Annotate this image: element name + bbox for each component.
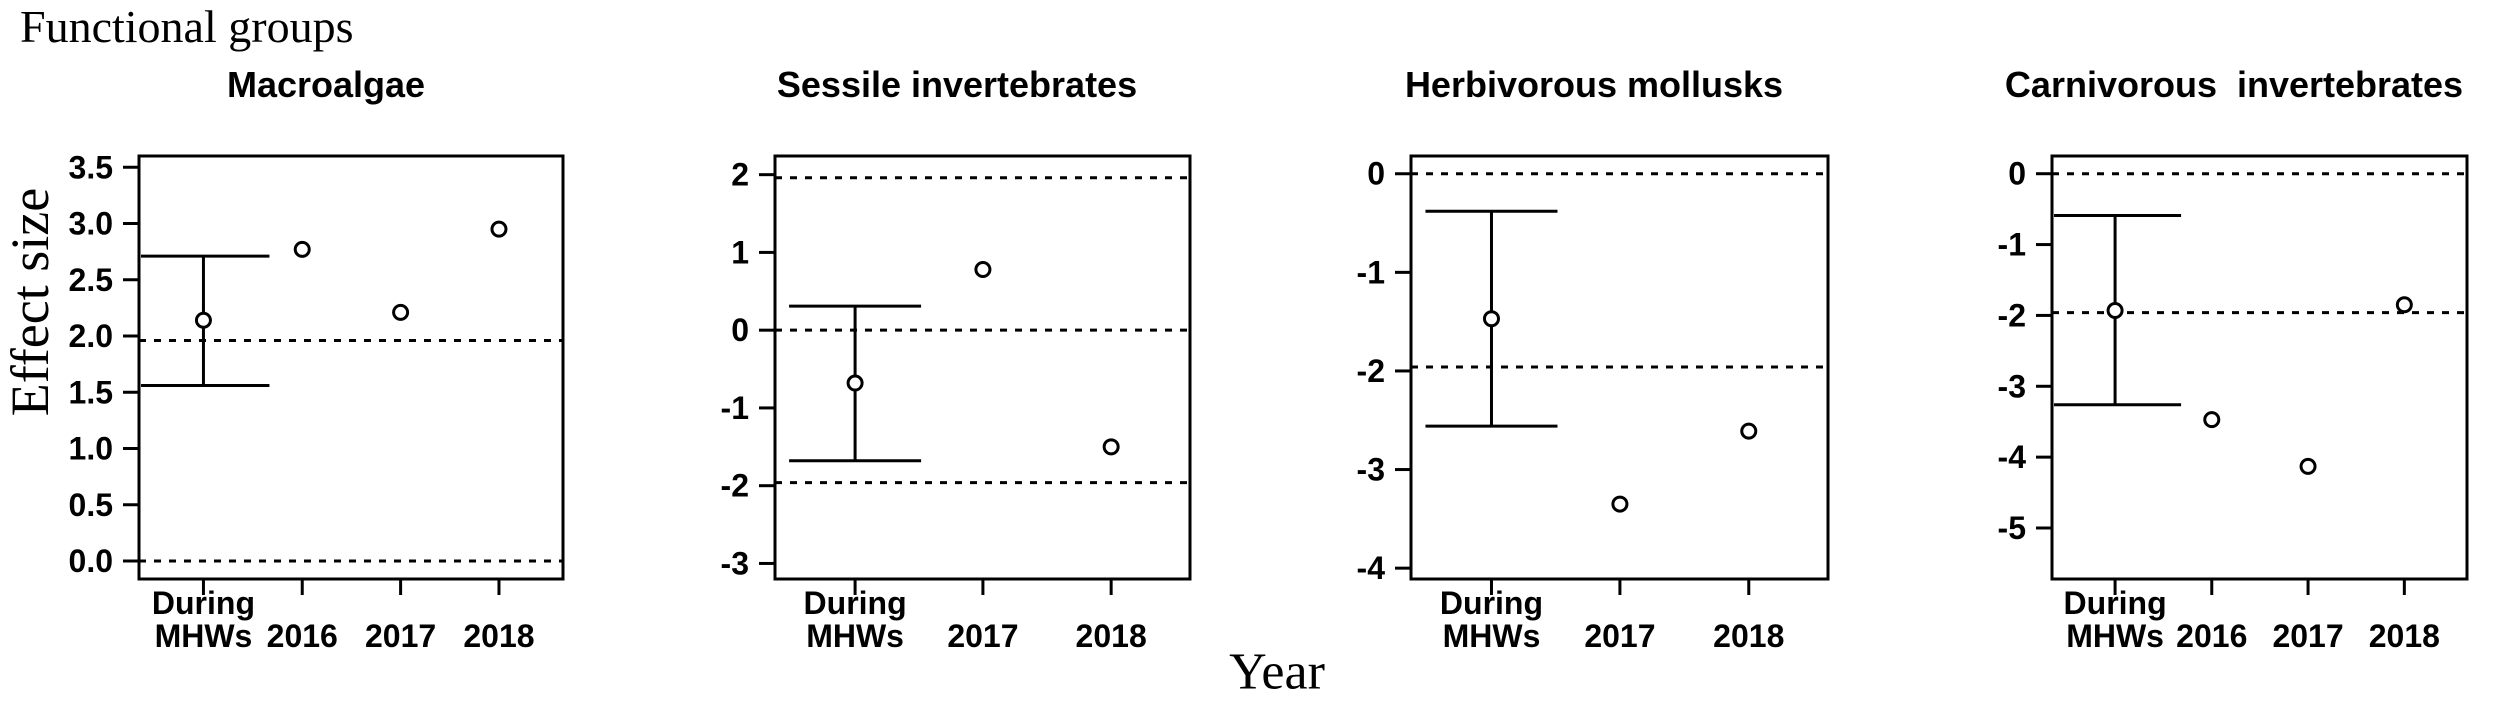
plot-box [773,154,1192,581]
data-point [974,261,992,279]
y-tick-label: -1 [1357,254,1385,290]
y-tick-label: 3.5 [69,149,113,185]
data-point [2299,457,2317,475]
y-tick-label: 0 [731,312,749,348]
y-tick-label: -1 [1998,227,2026,263]
panel-title-sessile-invertebrates: Sessile invertebrates [776,64,1138,105]
data-point [846,374,864,392]
x-tick-label: 2018 [2369,618,2440,654]
x-tick-label: 2016 [267,618,338,654]
data-point [2106,301,2124,319]
y-tick-label: 1.0 [69,431,113,467]
y-tick-label: 0.0 [69,543,113,579]
data-point [1102,438,1120,456]
x-tick-label: MHWs [2066,618,2164,654]
x-tick-label: During [2064,585,2167,621]
panel-title-macroalgae: Macroalgae [226,64,426,105]
x-tick-label: 2018 [1713,618,1784,654]
y-tick-label: -3 [721,545,749,581]
x-tick-label: 2018 [1076,618,1147,654]
y-tick-label: 0 [1367,156,1385,192]
data-point [194,311,212,329]
y-tick-label: -1 [721,390,749,426]
x-tick-label: 2017 [947,618,1018,654]
x-tick-label: During [804,585,907,621]
plot-box [137,154,565,581]
y-tick-label: -2 [1357,353,1385,389]
data-point [1611,495,1629,513]
y-tick-label: 3.0 [69,206,113,242]
plot-box [2050,154,2469,581]
y-tick-label: -3 [1357,452,1385,488]
data-point [490,220,508,238]
data-point [2203,411,2221,429]
y-tick-label: 1.5 [69,374,113,410]
y-tick-label: 0.5 [69,487,113,523]
y-tick-label: -2 [1998,297,2026,333]
x-tick-label: MHWs [155,618,253,654]
x-tick-label: 2017 [365,618,436,654]
y-tick-label: -5 [1998,510,2026,546]
data-point [1740,422,1758,440]
x-tick-label: 2016 [2176,618,2247,654]
figure-title: Functional groups [20,1,354,52]
x-tick-label: During [152,585,255,621]
y-tick-label: -3 [1998,368,2026,404]
x-tick-label: MHWs [1443,618,1541,654]
y-tick-label: -4 [1998,439,2027,475]
x-axis-label: Year [1229,643,1325,701]
y-tick-label: 2.0 [69,318,113,354]
x-tick-label: 2018 [463,618,534,654]
y-tick-label: 0 [2008,156,2026,192]
data-point [1482,310,1500,328]
data-point [293,240,311,258]
y-tick-label: -4 [1357,550,1386,586]
y-tick-label: -2 [721,468,749,504]
y-tick-label: 2.5 [69,262,113,298]
x-tick-label: 2017 [2272,618,2343,654]
data-point [2395,296,2413,314]
x-tick-label: MHWs [806,618,904,654]
x-tick-label: During [1440,585,1543,621]
y-tick-label: 2 [731,157,749,193]
panel-title-herbivorous-mollusks: Herbivorous mollusks [1404,64,1784,105]
data-point [392,303,410,321]
y-tick-label: 1 [731,234,749,270]
x-tick-label: 2017 [1584,618,1655,654]
panel-title-carnivorous-invertebrates: Carnivorous invertebrates [2004,64,2464,105]
